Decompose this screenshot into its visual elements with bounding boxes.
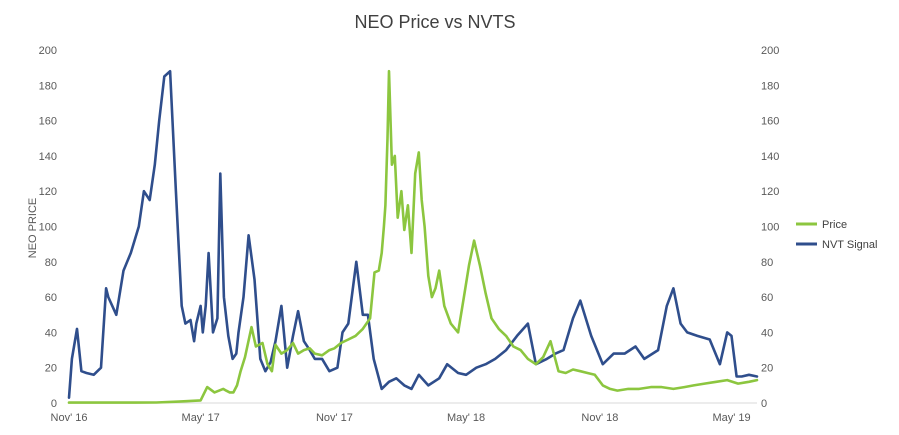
x-tick-label: May' 19 — [712, 412, 750, 424]
y-tick-label-right: 20 — [761, 363, 773, 375]
y-tick-label-left: 100 — [39, 222, 57, 234]
y-tick-label-left: 160 — [39, 116, 57, 128]
x-tick-label: Nov' 18 — [581, 412, 618, 424]
y-tick-label-right: 80 — [761, 257, 773, 269]
y-tick-label-right: 200 — [761, 45, 779, 57]
y-tick-label-left: 180 — [39, 80, 57, 92]
legend-label: Price — [822, 219, 847, 231]
legend-item-nvt-signal: NVT Signal — [796, 239, 877, 251]
nvt-signal-series-line — [67, 69, 759, 400]
x-tick-label: Nov' 16 — [51, 412, 88, 424]
y-tick-label-left: 140 — [39, 151, 57, 163]
price-series-line — [67, 69, 759, 404]
y-tick-label-right: 100 — [761, 222, 779, 234]
y-tick-label-right: 0 — [761, 398, 767, 410]
y-tick-label-left: 200 — [39, 45, 57, 57]
y-tick-label-right: 40 — [761, 327, 773, 339]
legend-item-price: Price — [796, 219, 847, 231]
y-tick-label-left: 80 — [45, 257, 57, 269]
y-tick-label-left: 20 — [45, 363, 57, 375]
x-tick-label: Nov' 17 — [316, 412, 353, 424]
y-axis-label: NEO PRICE — [27, 198, 39, 259]
chart-title: NEO Price vs NVTS — [354, 12, 515, 32]
y-tick-label-right: 120 — [761, 186, 779, 198]
y-ticks-right: 0 20 40 60 80 100 120 140 160 180 200 — [761, 45, 779, 410]
y-tick-label-right: 140 — [761, 151, 779, 163]
series-layer — [67, 69, 759, 404]
x-tick-label: May' 18 — [447, 412, 485, 424]
y-tick-label-left: 60 — [45, 292, 57, 304]
legend-label: NVT Signal — [822, 239, 877, 251]
x-ticks: Nov' 16 May' 17 Nov' 17 May' 18 Nov' 18 May' … — [51, 412, 751, 424]
y-ticks-left: 0 20 40 60 80 100 120 140 160 180 200 — [39, 45, 57, 410]
x-tick-label: May' 17 — [182, 412, 220, 424]
y-tick-label-right: 160 — [761, 116, 779, 128]
y-tick-label-right: 60 — [761, 292, 773, 304]
y-tick-label-right: 180 — [761, 80, 779, 92]
legend: Price NVT Signal — [796, 219, 877, 251]
y-tick-label-left: 40 — [45, 327, 57, 339]
y-tick-label-left: 120 — [39, 186, 57, 198]
y-tick-label-left: 0 — [51, 398, 57, 410]
